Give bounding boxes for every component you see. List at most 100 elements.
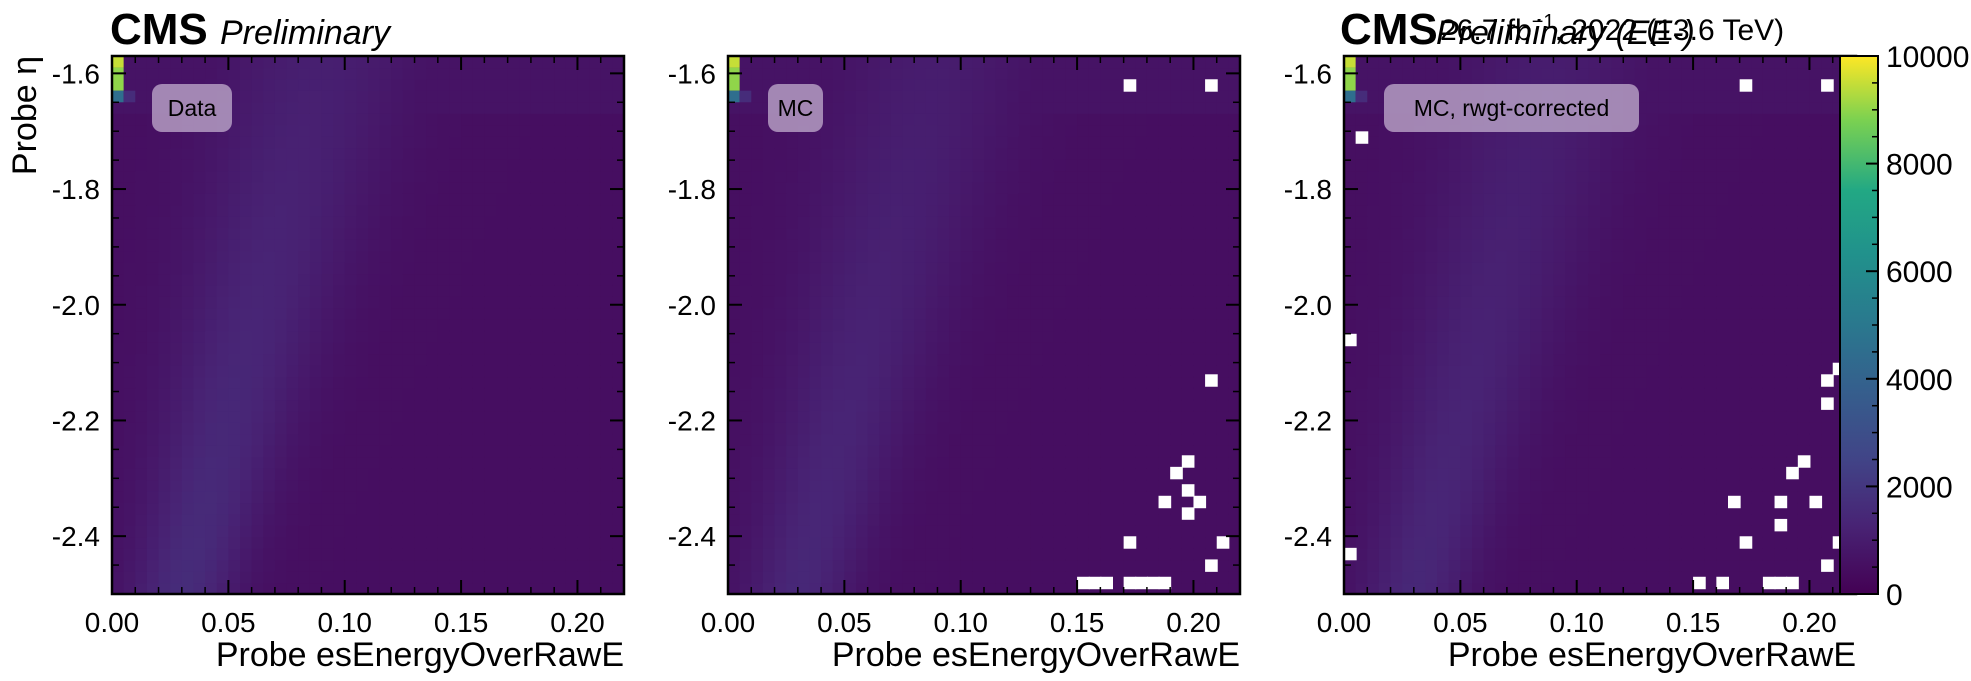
heatmap-cell: [1483, 582, 1496, 595]
heatmap-cell: [414, 296, 427, 309]
heatmap-cell: [112, 433, 125, 446]
heatmap-cell: [519, 90, 532, 103]
heatmap-cell: [809, 159, 822, 172]
heatmap-cell: [1344, 113, 1357, 126]
heatmap-cell: [1100, 101, 1113, 114]
heatmap-cell: [1007, 307, 1020, 320]
heatmap-cell: [728, 536, 741, 549]
heatmap-cell: [937, 159, 950, 172]
heatmap-cell: [589, 433, 602, 446]
heatmap-cell: [449, 399, 462, 412]
heatmap-cell: [112, 262, 125, 275]
heatmap-cell: [565, 342, 579, 355]
heatmap-cell: [1205, 490, 1218, 504]
heatmap-cell: [263, 170, 276, 183]
heatmap-cell: [472, 239, 485, 252]
heatmap-cell: [1425, 307, 1438, 320]
heatmap-cell: [1216, 502, 1229, 515]
heatmap-cell: [797, 490, 811, 504]
heatmap-cell: [890, 536, 904, 549]
heatmap-cell: [565, 559, 579, 572]
heatmap-cell: [832, 181, 845, 194]
heatmap-cell: [856, 78, 869, 91]
heatmap-cell: [1053, 181, 1067, 194]
heatmap-cell: [1228, 113, 1241, 126]
heatmap-cell: [1030, 227, 1043, 240]
heatmap-cell: [228, 536, 241, 549]
heatmap-cell: [379, 479, 392, 492]
heatmap-cell: [1123, 147, 1136, 160]
heatmap-cell: [1146, 468, 1160, 481]
heatmap-cell: [391, 513, 404, 526]
heatmap-cell: [937, 582, 950, 595]
heatmap-cell: [1205, 216, 1218, 229]
heatmap-cell: [554, 319, 567, 332]
heatmap-cell: [1170, 250, 1183, 263]
heatmap-cell: [228, 136, 241, 149]
heatmap-cell: [565, 502, 579, 515]
heatmap-cell: [1216, 353, 1229, 366]
heatmap-cell: [902, 307, 915, 320]
heatmap-cell: [263, 250, 276, 263]
heatmap-cell: [774, 376, 787, 389]
heatmap-cell: [1216, 90, 1229, 103]
heatmap-cell: [216, 479, 229, 492]
heatmap-cell: [786, 525, 799, 538]
heatmap-cell: [461, 78, 474, 91]
heatmap-cell: [1483, 536, 1496, 549]
heatmap-cell: [1158, 159, 1171, 172]
heatmap-cell: [1018, 78, 1032, 91]
heatmap-cell: [960, 399, 973, 412]
heatmap-cell: [309, 67, 323, 80]
heatmap-cell: [379, 376, 392, 389]
heatmap-cell: [937, 410, 950, 423]
heatmap-cell: [379, 525, 392, 538]
heatmap-cell: [949, 204, 962, 217]
heatmap-cell: [1205, 353, 1218, 366]
heatmap-cell: [205, 307, 218, 320]
heatmap-cell: [1390, 525, 1403, 538]
heatmap-cell: [263, 67, 276, 80]
heatmap-cell: [274, 113, 288, 126]
heatmap-cell: [542, 181, 555, 194]
heatmap-cell: [565, 273, 579, 286]
heatmap-cell: [519, 67, 532, 80]
heatmap-cell: [437, 353, 451, 366]
heatmap-cell: [356, 101, 369, 114]
empty-bin: [1088, 576, 1102, 590]
heatmap-cell: [1367, 422, 1380, 435]
heatmap-cell: [135, 67, 148, 80]
heatmap-cell: [379, 422, 392, 435]
heatmap-cell: [1448, 227, 1461, 240]
heatmap-cell: [530, 159, 544, 172]
empty-bin: [1146, 576, 1160, 590]
heatmap-cell: [1205, 56, 1218, 69]
heatmap-cell: [333, 170, 346, 183]
heatmap-cell: [1146, 296, 1160, 309]
empty-bin: [1123, 79, 1137, 92]
heatmap-cell: [1146, 422, 1160, 435]
heatmap-cell: [1042, 170, 1055, 183]
heatmap-cell: [589, 445, 602, 458]
heatmap-cell: [263, 284, 276, 297]
heatmap-cell: [1181, 67, 1195, 80]
heatmap-cell: [1344, 376, 1357, 389]
heatmap-cell: [867, 548, 880, 561]
heatmap-cell: [762, 170, 776, 183]
heatmap-cell: [298, 204, 311, 217]
heatmap-cell: [298, 387, 311, 401]
heatmap-cell: [240, 433, 253, 446]
heatmap-cell: [449, 216, 462, 229]
heatmap-cell: [1460, 433, 1473, 446]
heatmap-cell: [949, 410, 962, 423]
heatmap-cells: [112, 56, 625, 595]
heatmap-cell: [135, 250, 148, 263]
heatmap-cell: [158, 376, 171, 389]
heatmap-cell: [832, 78, 845, 91]
heatmap-cell: [414, 342, 427, 355]
heatmap-cell: [496, 571, 509, 584]
heatmap-cell: [879, 433, 892, 446]
heatmap-cell: [774, 307, 787, 320]
heatmap-panel: 0.00 0.05 0.10 0.15 0.20-1.6-1.8-2.0-2.2-2.4…: [6, 54, 626, 674]
heatmap-cell: [600, 490, 613, 504]
